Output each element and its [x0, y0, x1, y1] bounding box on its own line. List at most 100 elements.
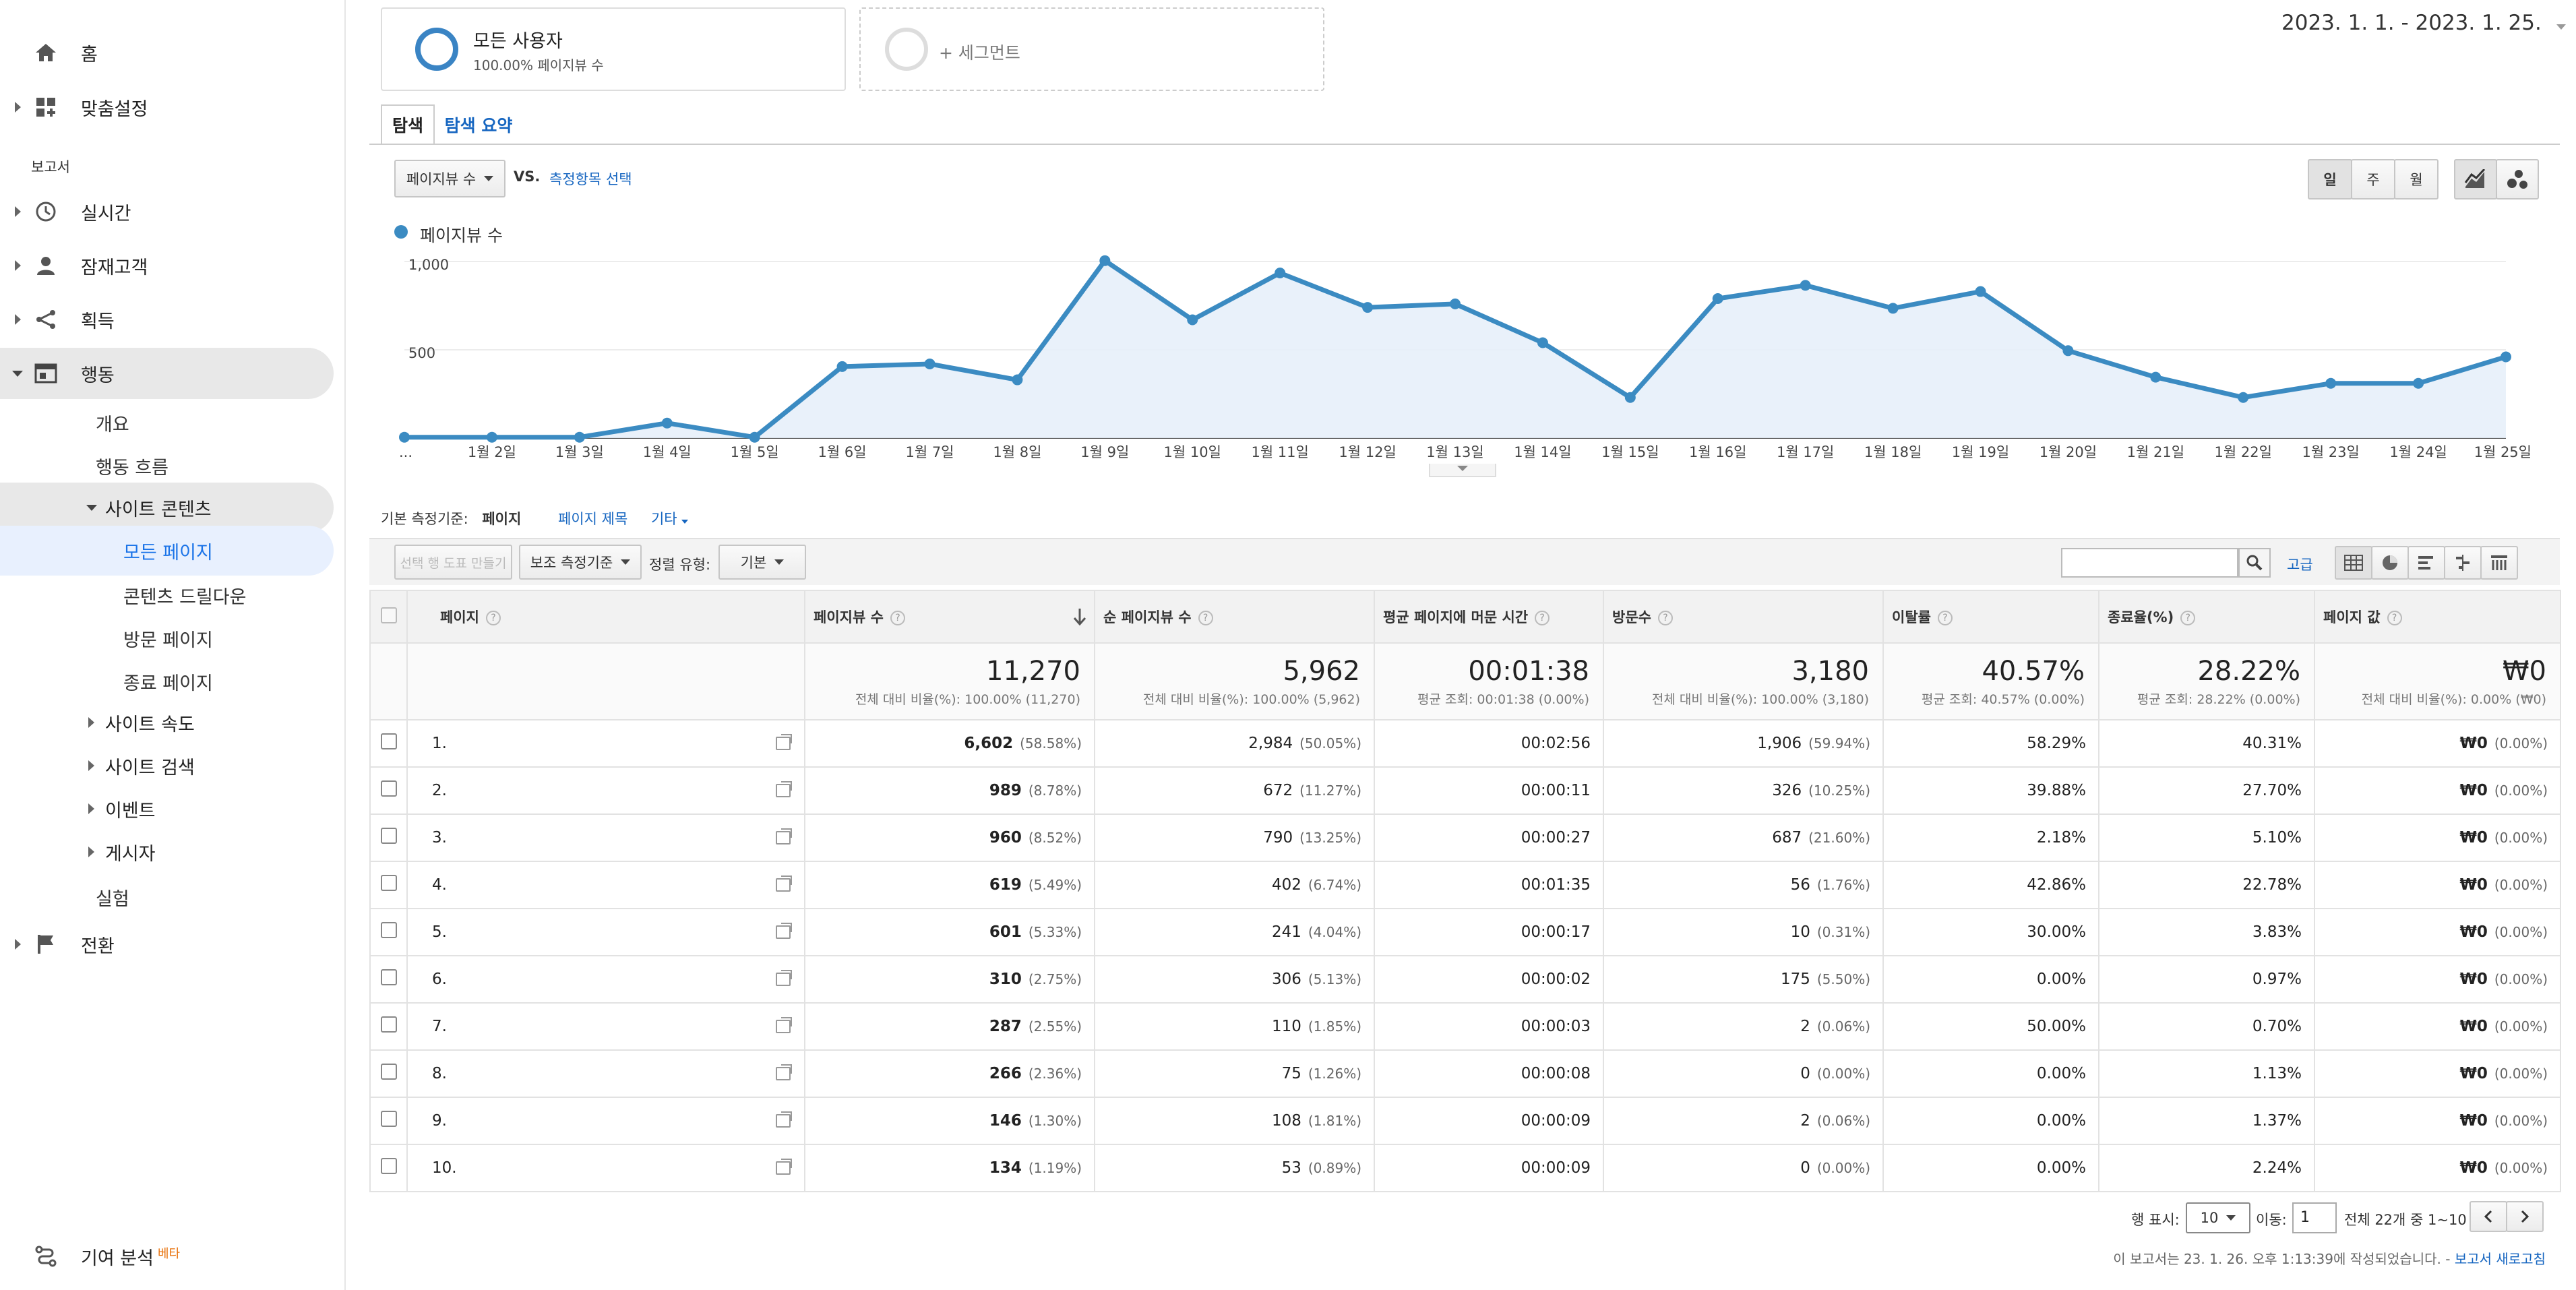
col-header-entrances[interactable]: 방문수? — [1603, 590, 1884, 644]
nav-audience[interactable]: 잠재고객 — [0, 240, 334, 291]
col-header-page-value[interactable]: 페이지 값? — [2314, 590, 2561, 644]
page-cell[interactable]: 6. — [406, 955, 805, 1004]
view-pivot-button[interactable] — [2480, 546, 2518, 580]
view-comparison-button[interactable] — [2444, 546, 2482, 580]
nav-acquisition[interactable]: 획득 — [0, 294, 334, 345]
col-header-pageviews[interactable]: 페이지뷰 수? — [804, 590, 1095, 644]
nav-site-speed[interactable]: 사이트 속도 — [0, 697, 334, 748]
page-cell[interactable]: 4. — [406, 861, 805, 909]
nav-realtime[interactable]: 실시간 — [0, 186, 334, 237]
nav-landing-pages[interactable]: 방문 페이지 — [123, 630, 213, 651]
open-link-icon[interactable] — [776, 1111, 792, 1128]
table-row[interactable]: 9. 146 (1.30%) 108 (1.81%) 00:00:09 2 (0.06%) 0.… — [369, 1097, 2561, 1145]
table-row[interactable]: 1. 6,602 (58.58%) 2,984 (50.05%) 00:02:56 1,90… — [369, 719, 2561, 768]
nav-site-content[interactable]: 사이트 콘텐츠 — [0, 483, 334, 532]
view-table-button[interactable] — [2335, 546, 2372, 580]
col-header-avg-time[interactable]: 평균 페이지에 머문 시간? — [1374, 590, 1604, 644]
table-row[interactable]: 5. 601 (5.33%) 241 (4.04%) 00:00:17 10 (0.31%) 3… — [369, 908, 2561, 956]
page-cell[interactable]: 9. — [406, 1097, 805, 1145]
row-checkbox[interactable] — [380, 1064, 397, 1080]
chart-resize-handle[interactable] — [1429, 464, 1496, 477]
period-month-button[interactable]: 월 — [2394, 159, 2439, 199]
row-checkbox[interactable] — [380, 1016, 397, 1033]
open-link-icon[interactable] — [776, 1017, 792, 1033]
help-icon[interactable]: ? — [2180, 611, 2196, 625]
page-cell[interactable]: 2. — [406, 766, 805, 815]
table-row[interactable]: 3. 960 (8.52%) 790 (13.25%) 00:00:27 687 (21.60… — [369, 813, 2561, 862]
page-cell[interactable]: 8. — [406, 1049, 805, 1098]
nav-all-pages[interactable]: 모든 페이지 — [0, 526, 334, 576]
create-chart-button[interactable]: 선택 행 도표 만들기 — [394, 545, 512, 580]
row-checkbox[interactable] — [380, 828, 397, 844]
period-week-button[interactable]: 주 — [2351, 159, 2395, 199]
table-row[interactable]: 6. 310 (2.75%) 306 (5.13%) 00:00:02 175 (5.50%)… — [369, 955, 2561, 1004]
tab-explore[interactable]: 탐색 — [381, 104, 435, 145]
page-cell[interactable]: 3. — [406, 813, 805, 862]
table-row[interactable]: 4. 619 (5.49%) 402 (6.74%) 00:01:35 56 (1.76%) 4… — [369, 861, 2561, 909]
page-cell[interactable]: 5. — [406, 908, 805, 956]
nav-publisher[interactable]: 게시자 — [0, 826, 334, 878]
open-link-icon[interactable] — [776, 828, 792, 844]
row-checkbox[interactable] — [380, 733, 397, 749]
view-pie-button[interactable] — [2371, 546, 2409, 580]
segment-all-users[interactable]: 모든 사용자 100.00% 페이지뷰 수 — [381, 7, 846, 91]
search-button[interactable] — [2238, 548, 2271, 578]
col-header-page[interactable]: 페이지? — [406, 590, 805, 644]
refresh-report-link[interactable]: 보고서 새로고침 — [2454, 1251, 2546, 1267]
nav-events[interactable]: 이벤트 — [0, 783, 334, 834]
open-link-icon[interactable] — [776, 876, 792, 892]
table-row[interactable]: 7. 287 (2.55%) 110 (1.85%) 00:00:03 2 (0.06%) 50… — [369, 1002, 2561, 1051]
dimension-page-title[interactable]: 페이지 제목 — [558, 511, 628, 527]
open-link-icon[interactable] — [776, 923, 792, 939]
help-icon[interactable]: ? — [1535, 611, 1550, 625]
row-checkbox[interactable] — [380, 1111, 397, 1127]
secondary-dimension-select[interactable]: 보조 측정기준 — [519, 545, 642, 580]
help-icon[interactable]: ? — [485, 611, 501, 625]
date-range-picker[interactable]: 2023. 1. 1. - 2023. 1. 25. — [2281, 11, 2566, 35]
nav-overview[interactable]: 개요 — [96, 414, 129, 435]
prev-page-button[interactable] — [2470, 1201, 2507, 1232]
nav-behavior[interactable]: 행동 — [0, 348, 334, 399]
nav-attribution[interactable]: 기여 분석 베타 — [0, 1231, 334, 1282]
sort-type-select[interactable]: 기본 — [718, 545, 806, 580]
help-icon[interactable]: ? — [1198, 611, 1213, 625]
help-icon[interactable]: ? — [1657, 611, 1673, 625]
open-link-icon[interactable] — [776, 1159, 792, 1175]
help-icon[interactable]: ? — [2387, 611, 2402, 625]
open-link-icon[interactable] — [776, 970, 792, 986]
table-row[interactable]: 2. 989 (8.78%) 672 (11.27%) 00:00:11 326 (10.25… — [369, 766, 2561, 815]
dimension-page[interactable]: 페이지 — [482, 511, 522, 527]
table-search-input[interactable] — [2061, 548, 2238, 578]
tab-summary[interactable]: 탐색 요약 — [444, 116, 513, 135]
goto-page-input[interactable]: 1 — [2292, 1202, 2337, 1233]
nav-content-drilldown[interactable]: 콘텐츠 드릴다운 — [123, 587, 247, 608]
open-link-icon[interactable] — [776, 734, 792, 750]
nav-conversions[interactable]: 전환 — [0, 919, 334, 970]
nav-site-search[interactable]: 사이트 검색 — [0, 740, 334, 791]
row-checkbox[interactable] — [380, 969, 397, 985]
col-header-exit-pct[interactable]: 종료율(%)? — [2098, 590, 2315, 644]
nav-custom[interactable]: 맞춤설정 — [0, 82, 334, 133]
view-performance-button[interactable] — [2408, 546, 2445, 580]
page-cell[interactable]: 10. — [406, 1144, 805, 1192]
help-icon[interactable]: ? — [1937, 611, 1953, 625]
row-checkbox[interactable] — [380, 875, 397, 891]
row-checkbox[interactable] — [380, 780, 397, 797]
open-link-icon[interactable] — [776, 781, 792, 797]
choose-metric-link[interactable]: 측정항목 선택 — [549, 171, 632, 187]
page-cell[interactable]: 1. — [406, 719, 805, 768]
help-icon[interactable]: ? — [890, 611, 905, 625]
nav-behavior-flow[interactable]: 행동 흐름 — [96, 458, 168, 479]
table-row[interactable]: 8. 266 (2.36%) 75 (1.26%) 00:00:08 0 (0.00%) 0.0… — [369, 1049, 2561, 1098]
metric-select[interactable]: 페이지뷰 수 — [394, 160, 505, 197]
select-all-checkbox[interactable] — [380, 607, 397, 623]
row-checkbox[interactable] — [380, 922, 397, 938]
table-row[interactable]: 10. 134 (1.19%) 53 (0.89%) 00:00:09 0 (0.00%) 0.… — [369, 1144, 2561, 1192]
nav-exit-pages[interactable]: 종료 페이지 — [123, 673, 213, 694]
motion-chart-toggle[interactable] — [2496, 159, 2539, 199]
nav-experiments[interactable]: 실험 — [96, 889, 129, 910]
nav-home[interactable]: 홈 — [0, 27, 334, 78]
rows-per-page-select[interactable]: 10 — [2186, 1202, 2250, 1233]
open-link-icon[interactable] — [776, 1064, 792, 1080]
col-header-unique-pageviews[interactable]: 순 페이지뷰 수? — [1094, 590, 1375, 644]
